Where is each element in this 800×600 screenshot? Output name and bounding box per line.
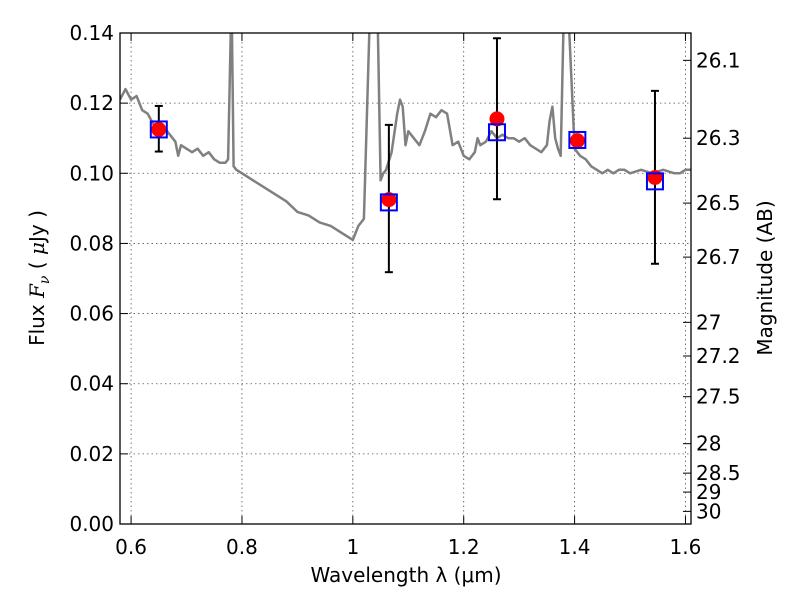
y-tick-label: 0.08 (69, 231, 114, 255)
magnitude-tick-label: 29 (696, 480, 721, 504)
y-tick-label: 0.04 (69, 372, 114, 396)
x-tick-label: 1.6 (670, 535, 702, 559)
model-photometry-square (568, 130, 587, 149)
magnitude-tick-label: 27.5 (696, 385, 741, 409)
x-tick-label: 1 (346, 535, 359, 559)
observed-flux-point (489, 111, 505, 127)
x-axis-label: Wavelength λ (μm) (310, 563, 501, 587)
observed-flux-point (151, 121, 167, 137)
magnitude-tick-label: 26.3 (696, 126, 741, 150)
magnitude-tick-label: 26.5 (696, 191, 741, 215)
y-tick-label: 0.00 (69, 512, 114, 536)
x-tick-label: 0.6 (115, 535, 147, 559)
y-tick-label: 0.12 (69, 91, 114, 115)
y-axis-label: Flux Fν ( μJy ) (25, 210, 53, 346)
observed-flux-point (381, 192, 397, 208)
y-tick-label: 0.10 (69, 161, 114, 185)
y-tick-label: 0.02 (69, 442, 114, 466)
observed-flux-point (569, 133, 585, 149)
x-tick-label: 0.8 (226, 535, 258, 559)
magnitude-tick-label: 28 (696, 432, 721, 456)
magnitude-tick-label: 28.5 (696, 461, 741, 485)
model-photometry-square (645, 172, 664, 191)
magnitude-tick-label: 27 (696, 310, 721, 334)
model-spectrum-line (120, 33, 691, 242)
plot-frame (119, 32, 692, 525)
observed-flux-point (647, 169, 663, 185)
model-photometry-square (379, 193, 398, 212)
y-tick-label: 0.06 (69, 302, 114, 326)
right-axis-label: Magnitude (AB) (753, 200, 777, 355)
model-photometry-square (149, 120, 168, 139)
grid (120, 33, 691, 524)
ticks: 0.6 0.8 1 1.2 1.4 1.6 0.00 0.02 0.04 0.06 0.08 0.10… (69, 21, 740, 559)
x-tick-label: 1.4 (559, 535, 591, 559)
y-tick-label: 0.14 (69, 21, 114, 45)
magnitude-tick-label: 27.2 (696, 344, 741, 368)
plot-area (120, 33, 691, 274)
x-tick-label: 1.2 (448, 535, 480, 559)
model-photometry-square (487, 123, 506, 142)
magnitude-tick-label: 26.7 (696, 245, 741, 269)
magnitude-tick-label: 26.1 (696, 48, 741, 72)
magnitude-tick-label: 30 (696, 499, 721, 523)
